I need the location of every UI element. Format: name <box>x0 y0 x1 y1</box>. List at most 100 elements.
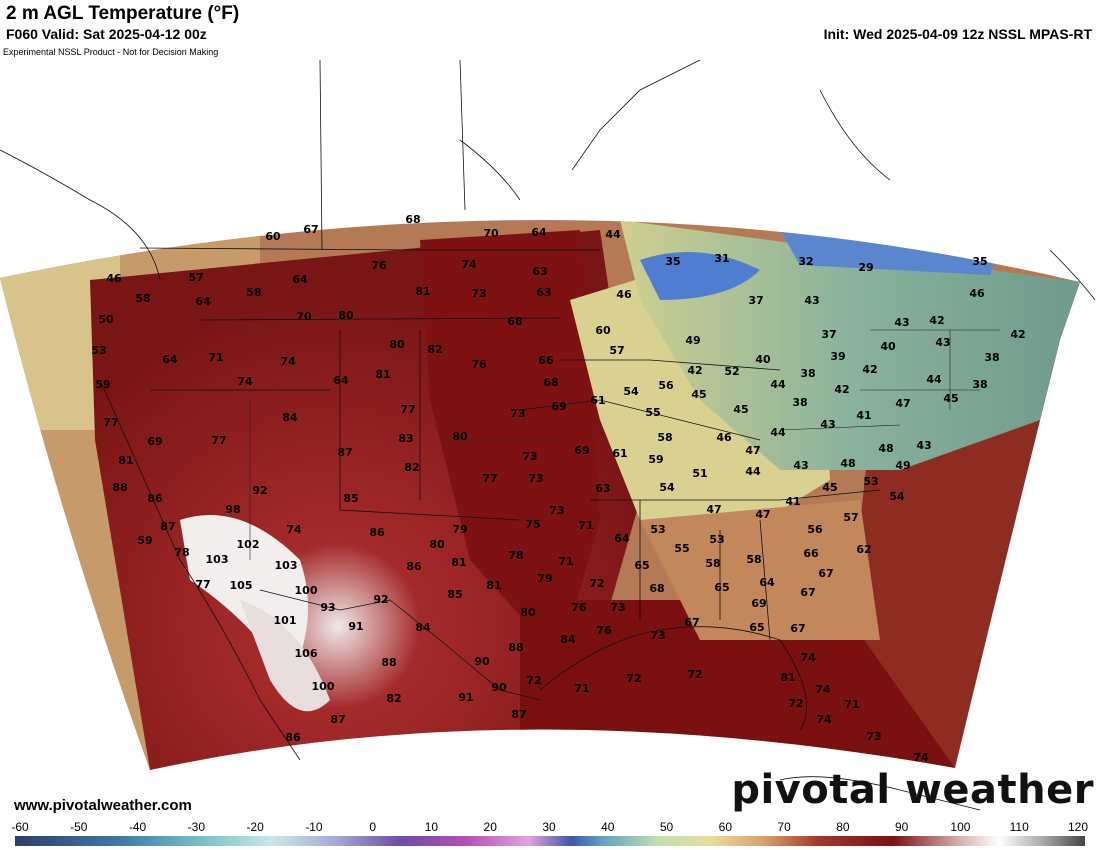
plains-hot-core <box>420 230 600 660</box>
temperature-value: 64 <box>162 353 178 366</box>
temperature-value: 68 <box>507 315 522 328</box>
temperature-value: 40 <box>755 353 771 366</box>
temperature-value: 88 <box>381 656 396 669</box>
temperature-value: 47 <box>895 397 910 410</box>
colorbar-tick-label: -10 <box>305 820 323 834</box>
temperature-value: 56 <box>807 523 823 536</box>
temperature-value: 48 <box>840 457 855 470</box>
temperature-value: 55 <box>645 406 660 419</box>
temperature-value: 42 <box>687 364 702 377</box>
temperature-value: 66 <box>803 547 819 560</box>
temperature-value: 82 <box>427 343 442 356</box>
temperature-value: 69 <box>147 435 162 448</box>
temperature-value: 64 <box>614 532 630 545</box>
temperature-value: 86 <box>369 526 385 539</box>
temperature-value: 37 <box>748 294 763 307</box>
temperature-value: 51 <box>692 467 707 480</box>
temperature-value: 80 <box>452 430 468 443</box>
temperature-value: 84 <box>282 411 298 424</box>
temperature-value: 46 <box>616 288 632 301</box>
colorbar-tick-label: 80 <box>836 820 850 834</box>
temperature-value: 73 <box>650 629 665 642</box>
temperature-value: 87 <box>337 446 352 459</box>
temperature-value: 90 <box>474 655 490 668</box>
temperature-value: 39 <box>830 350 845 363</box>
temperature-value: 69 <box>751 597 766 610</box>
temperature-value: 80 <box>338 309 354 322</box>
temperature-value: 63 <box>532 265 547 278</box>
temperature-value: 71 <box>574 682 589 695</box>
temperature-value: 73 <box>610 601 625 614</box>
temperature-value: 41 <box>785 495 800 508</box>
temperature-value: 42 <box>862 363 877 376</box>
temperature-value: 68 <box>405 213 420 226</box>
temperature-value: 86 <box>406 560 422 573</box>
temperature-value: 58 <box>746 553 761 566</box>
temperature-value: 72 <box>589 577 604 590</box>
temperature-value: 84 <box>560 633 576 646</box>
temperature-value: 73 <box>528 472 543 485</box>
mexico-white <box>240 600 330 712</box>
temperature-value: 76 <box>471 358 487 371</box>
temperature-value: 71 <box>844 698 859 711</box>
temperature-value: 46 <box>716 431 732 444</box>
temperature-map[interactable]: 68 67 60 70 64 44 46 57 76 74 63 35 31 32 29 35 58 64 58 64… <box>0 46 1100 818</box>
temperature-value: 90 <box>491 681 507 694</box>
colorbar-tick-label: 100 <box>950 820 971 834</box>
temperature-value: 75 <box>525 518 540 531</box>
temperature-value: 72 <box>526 674 541 687</box>
init-time: Init: Wed 2025-04-09 12z NSSL MPAS-RT <box>823 26 1092 42</box>
temperature-value: 64 <box>531 226 547 239</box>
temperature-value: 85 <box>447 588 462 601</box>
boundaries <box>0 59 1096 811</box>
temperature-value: 67 <box>303 223 318 236</box>
temperature-value: 73 <box>522 450 537 463</box>
temperature-value: 73 <box>510 407 525 420</box>
temperature-value: 73 <box>471 287 486 300</box>
temperature-value: 80 <box>429 538 445 551</box>
temperature-value: 43 <box>935 336 950 349</box>
gulf-warm <box>520 600 960 768</box>
temperature-value: 74 <box>815 683 831 696</box>
temperature-value: 78 <box>508 549 523 562</box>
temperature-value: 103 <box>206 553 229 566</box>
temperature-value: 82 <box>386 692 401 705</box>
temperature-value: 64 <box>195 295 211 308</box>
temperature-value: 81 <box>118 454 133 467</box>
colorbar-tick-label: 60 <box>718 820 733 834</box>
state-lines <box>249 329 1000 560</box>
temperature-value: 81 <box>375 368 390 381</box>
temperature-value: 85 <box>343 492 358 505</box>
temperature-value: 67 <box>684 616 699 629</box>
temperature-value: 45 <box>733 403 748 416</box>
temperature-value: 49 <box>895 459 910 472</box>
temperature-value: 53 <box>863 475 878 488</box>
temperature-value: 64 <box>759 576 775 589</box>
temperature-value: 35 <box>972 255 987 268</box>
temperature-value: 65 <box>714 581 729 594</box>
temperature-value: 58 <box>135 292 150 305</box>
temperature-value: 59 <box>95 378 110 391</box>
temperature-value: 38 <box>984 351 999 364</box>
temperature-value: 71 <box>578 519 593 532</box>
pivotal-weather-logo: pivotal weather <box>731 767 1094 813</box>
colorbar-tick-label: 10 <box>424 820 439 834</box>
colorbar-tick-label: -20 <box>246 820 264 834</box>
temperature-value: 45 <box>691 388 706 401</box>
map-title: 2 m AGL Temperature (°F) <box>6 3 240 24</box>
colorbar-gradient <box>15 836 1085 846</box>
temperature-value: 67 <box>818 567 833 580</box>
temperature-value: 81 <box>486 579 501 592</box>
temperature-value: 74 <box>280 355 296 368</box>
temperature-value: 43 <box>916 439 931 452</box>
temperature-value: 100 <box>312 680 335 693</box>
colorbar-tick-label: 0 <box>369 820 376 834</box>
temperature-value: 61 <box>612 447 627 460</box>
colorbar: -60 -50 -40 -30 -20 -10 0 10 20 30 40 50 60 70 80 90 100… <box>0 818 1100 850</box>
great-lakes-cold <box>640 252 760 300</box>
site-url[interactable]: www.pivotalweather.com <box>14 797 192 814</box>
colorbar-tick-label: 90 <box>894 820 909 834</box>
temperature-value: 81 <box>415 285 430 298</box>
southeast-warm <box>640 500 880 640</box>
temperature-value: 60 <box>595 324 611 337</box>
